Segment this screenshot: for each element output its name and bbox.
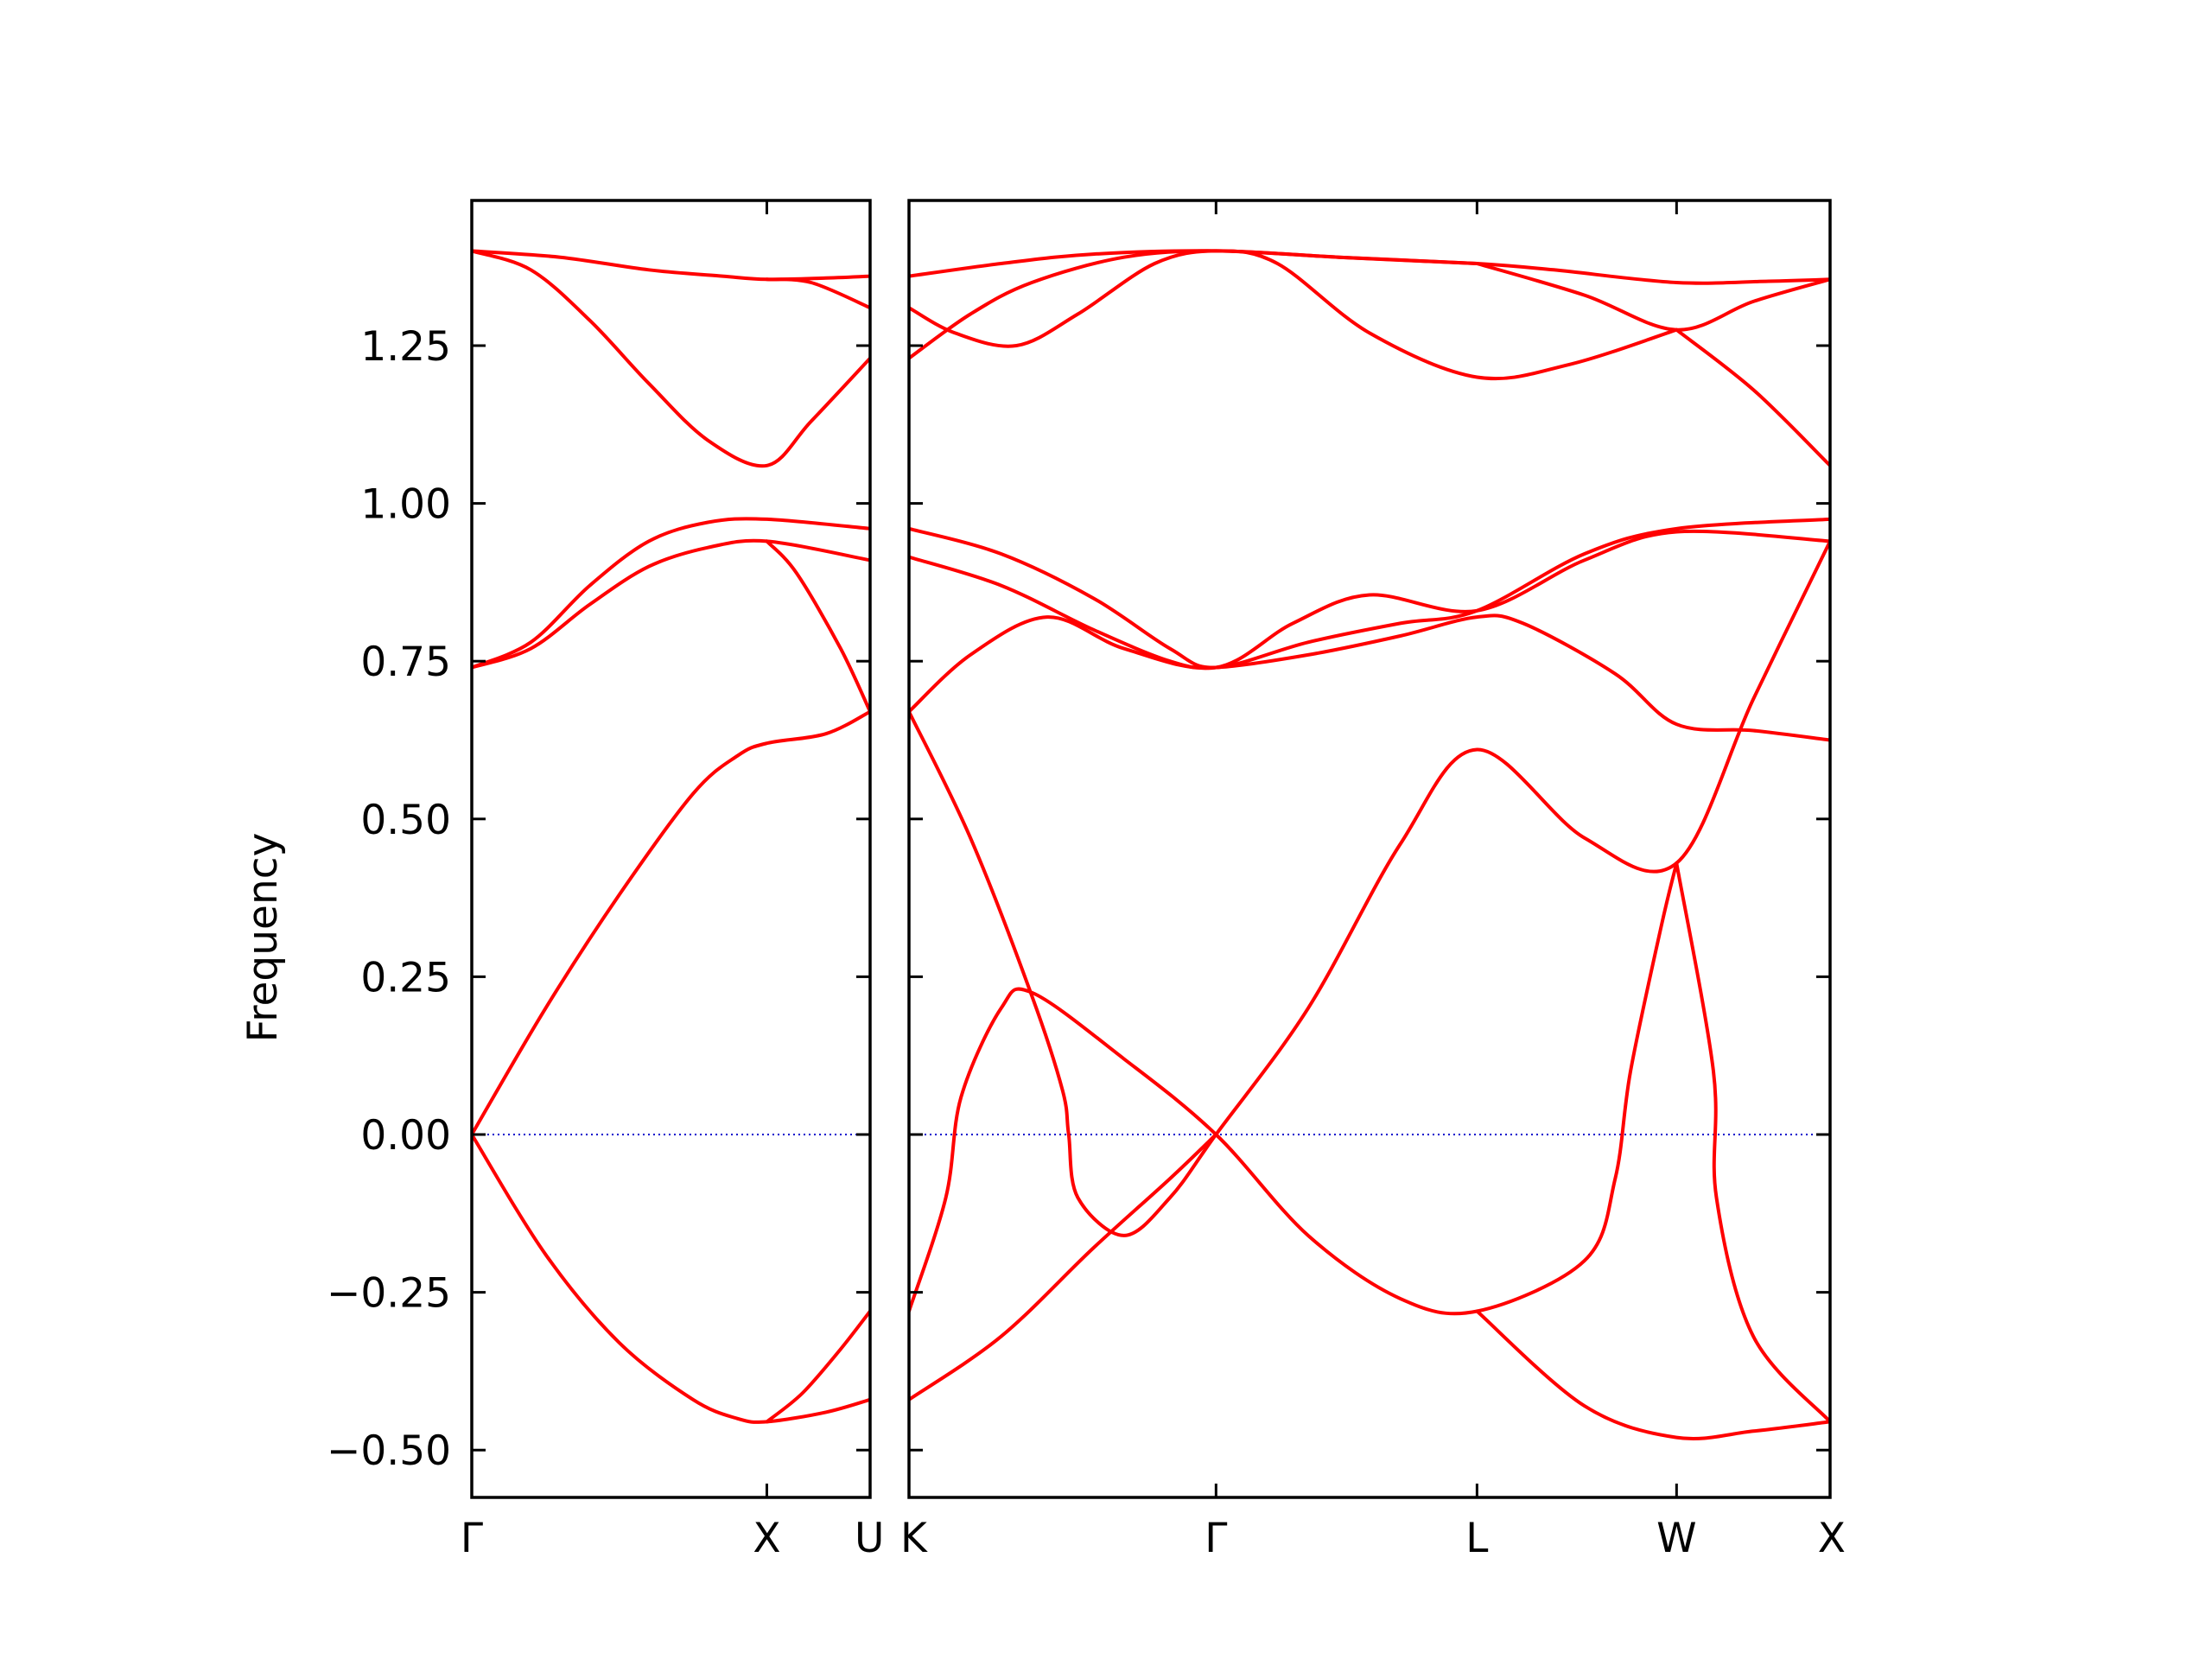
- x-tick-label: X: [1818, 1515, 1846, 1562]
- x-tick-label: Γ: [1205, 1515, 1227, 1562]
- x-tick-label: L: [1465, 1515, 1488, 1562]
- band-line: [472, 517, 870, 670]
- band-line: [909, 529, 1830, 714]
- band-series-group: [472, 249, 870, 1424]
- band-line: [909, 1133, 1218, 1402]
- band-line: [1675, 327, 1830, 467]
- y-tick-label: 1.25: [360, 323, 451, 371]
- x-tick-label: X: [753, 1515, 780, 1562]
- band-line: [765, 277, 870, 310]
- band-line: [909, 539, 1830, 1237]
- band-line: [909, 861, 1679, 1316]
- plot-frame: [907, 199, 1832, 1499]
- band-line: [765, 539, 870, 714]
- y-axis-label: Frequency: [239, 833, 287, 1043]
- y-tick-label: 1.00: [360, 481, 451, 529]
- band-line: [909, 517, 1830, 670]
- y-tick-label: 0.50: [360, 797, 451, 844]
- band-line: [909, 249, 1479, 360]
- x-tick-label: U: [855, 1515, 884, 1562]
- band-line: [472, 249, 870, 282]
- y-tick-label: 0.75: [360, 639, 451, 686]
- y-tick-label: −0.50: [327, 1427, 451, 1475]
- band-line: [909, 555, 1830, 742]
- y-tick-label: 0.00: [360, 1112, 451, 1160]
- x-tick-label: K: [900, 1515, 928, 1562]
- plot-frame: [470, 199, 872, 1499]
- band-line: [472, 249, 870, 468]
- y-tick-label: 0.25: [360, 954, 451, 1001]
- band-line: [1675, 861, 1830, 1424]
- band-line: [1475, 1309, 1830, 1441]
- band-line: [472, 538, 870, 670]
- band-series-group: [909, 249, 1830, 1441]
- band-line: [472, 1133, 870, 1424]
- band-line: [765, 1309, 870, 1424]
- y-tick-label: −0.25: [327, 1270, 451, 1318]
- panel-left: −0.50 −0.25 0.00 0.25 0.50 0.75 1.00 1.25 Γ X U: [327, 199, 884, 1562]
- band-line: [1475, 262, 1830, 332]
- band-line: [472, 709, 870, 1136]
- x-tick-label: Γ: [461, 1515, 483, 1562]
- band-line: [909, 249, 1679, 381]
- x-tick-label: W: [1656, 1515, 1696, 1562]
